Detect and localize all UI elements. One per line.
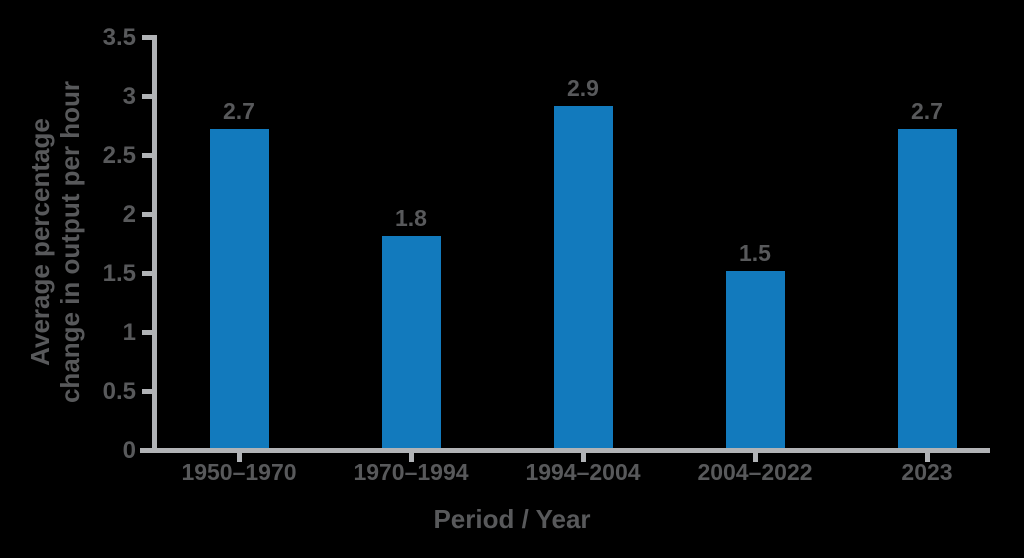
bar-value-label: 2.7 (911, 98, 943, 125)
x-axis-title: Period / Year (433, 504, 591, 534)
y-tick-label: 2 (122, 201, 136, 228)
bar (553, 105, 613, 448)
y-tick-label: 0.5 (102, 378, 136, 405)
bar-value-label: 1.8 (395, 204, 427, 231)
y-tick-label: 1 (122, 319, 136, 346)
x-axis-category-label: 1994–2004 (525, 459, 641, 485)
x-axis-line (140, 448, 990, 453)
bar-value-label: 2.9 (567, 74, 599, 101)
y-tick-label: 0 (122, 437, 136, 464)
y-tick (142, 448, 157, 453)
y-tick (142, 271, 157, 276)
bar (897, 129, 957, 448)
y-tick (142, 94, 157, 99)
y-tick (142, 35, 157, 40)
x-tick (580, 448, 586, 462)
y-tick-label: 1.5 (102, 260, 136, 287)
y-tick-label: 3.5 (102, 24, 136, 51)
x-axis-category-label: 1950–1970 (181, 459, 297, 485)
x-axis-category-label: 2004–2022 (697, 459, 813, 485)
y-tick (142, 212, 157, 217)
bar (725, 271, 785, 448)
x-tick (408, 448, 414, 462)
bar (209, 129, 269, 448)
bar-value-label: 1.5 (739, 240, 771, 266)
x-tick (924, 448, 930, 462)
y-tick-label: 3 (122, 83, 136, 110)
bar (381, 235, 441, 448)
y-tick-label: 2.5 (102, 142, 136, 169)
x-axis-category-label: 1970–1994 (353, 459, 469, 485)
x-tick (236, 448, 242, 462)
y-axis-title: Average percentage change in output per … (25, 80, 85, 404)
y-axis-line (152, 35, 157, 453)
y-tick (142, 153, 157, 158)
y-tick (142, 330, 157, 335)
x-tick (752, 448, 758, 462)
bar-value-label: 2.7 (223, 98, 255, 125)
y-tick (142, 389, 157, 394)
x-axis-category-label: 2023 (901, 459, 953, 485)
